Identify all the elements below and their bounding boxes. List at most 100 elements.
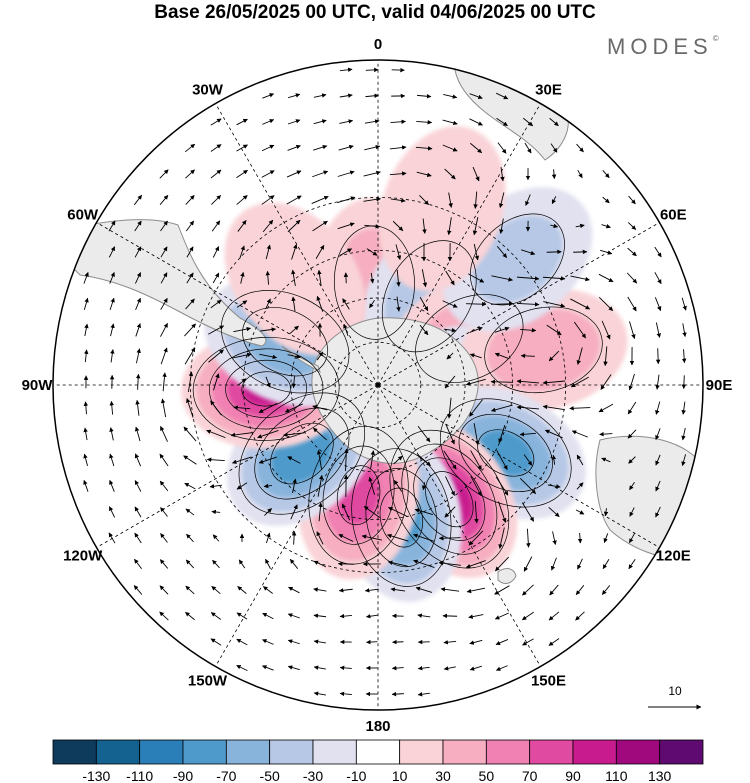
wind-vector xyxy=(343,272,349,284)
wind-vector xyxy=(438,535,461,541)
wind-vector xyxy=(291,530,297,545)
wind-vector xyxy=(109,271,115,284)
wind-vector xyxy=(239,245,245,259)
wind-vector xyxy=(341,503,350,521)
wind-vector xyxy=(495,639,509,646)
wind-vector xyxy=(160,246,168,258)
wind-vector xyxy=(291,296,296,312)
wind-vector xyxy=(681,349,687,364)
wind-vector xyxy=(109,427,114,441)
wind-vector xyxy=(210,144,222,152)
wind-vector xyxy=(287,219,301,233)
wind-vector xyxy=(211,195,221,205)
wind-vector xyxy=(526,528,531,548)
wind-vector xyxy=(339,93,353,98)
contour-line xyxy=(477,429,535,477)
contour-line xyxy=(336,465,381,526)
wind-vector xyxy=(134,220,142,232)
wind-vector xyxy=(521,502,535,522)
longitude-label: 60E xyxy=(660,207,687,224)
colorbar-label: 50 xyxy=(479,768,495,783)
longitude-labels: 0 30E 60E 90E 120E 150E 180 150W 120W 90W 60W 30W xyxy=(22,36,733,735)
meridian-line xyxy=(377,385,541,667)
wind-vector xyxy=(262,93,275,99)
wind-vector xyxy=(289,325,299,335)
wind-vector xyxy=(186,246,194,258)
wind-vector xyxy=(442,144,458,152)
wind-vector xyxy=(364,588,379,593)
copyright-mark: © xyxy=(712,34,719,43)
colorbar-swatch xyxy=(269,739,314,765)
wind-vector xyxy=(83,427,88,441)
wind-vector xyxy=(496,246,508,259)
wind-vector xyxy=(495,556,509,572)
wind-vector xyxy=(135,373,141,390)
wind-vector xyxy=(573,321,587,339)
colorbar-label: -110 xyxy=(126,768,153,783)
wind-vector xyxy=(445,423,455,445)
wind-vector xyxy=(185,298,195,310)
wind-vector xyxy=(159,169,169,179)
wind-vector xyxy=(286,170,302,178)
contour-line xyxy=(365,468,438,568)
wind-vector xyxy=(519,478,537,494)
wind-vector xyxy=(417,425,431,443)
wind-vector xyxy=(548,350,560,362)
wind-vector xyxy=(417,453,431,467)
wind-vector xyxy=(184,323,196,337)
wind-vector xyxy=(134,246,142,258)
longitude-label: 0 xyxy=(374,36,382,53)
colorbar-label: -50 xyxy=(260,768,280,783)
wind-vector xyxy=(337,170,355,177)
wind-vector xyxy=(469,118,483,126)
wind-vector xyxy=(365,93,379,98)
wind-vector xyxy=(315,244,325,259)
wind-vector xyxy=(363,170,381,177)
wind-vector xyxy=(160,272,168,284)
south-pole-marker xyxy=(375,382,381,388)
wind-vector xyxy=(265,376,271,388)
wind-vector xyxy=(366,639,378,645)
wind-vector xyxy=(525,194,531,206)
wind-vector xyxy=(413,559,435,568)
wind-vector xyxy=(570,376,589,388)
wind-vector xyxy=(83,401,89,415)
colorbar-label: -130 xyxy=(82,768,110,783)
wind-vector xyxy=(361,534,382,541)
wind-vector xyxy=(160,297,168,310)
wind-vector xyxy=(419,195,429,205)
wind-vector xyxy=(364,224,381,229)
wind-vector xyxy=(210,612,222,620)
meridian-line xyxy=(96,222,378,386)
wind-vector xyxy=(546,324,562,336)
wind-vector xyxy=(600,249,613,255)
wind-vector xyxy=(262,612,274,620)
wind-vector xyxy=(465,560,486,569)
contour-line xyxy=(322,445,395,545)
wind-vector xyxy=(237,378,247,386)
colorbar: -130 -110 -90 -70 -50 -30 -10 10 30 50 70 90 110 130 xyxy=(52,739,704,783)
wind-vector xyxy=(603,346,608,367)
colorbar-label: -70 xyxy=(216,768,236,783)
contour-line xyxy=(469,213,565,306)
wind-vector xyxy=(551,454,557,465)
wind-vector xyxy=(598,403,614,413)
wind-vector xyxy=(134,272,142,284)
wind-vector xyxy=(445,476,455,496)
wind-vector xyxy=(162,372,167,392)
wind-vector xyxy=(237,220,247,232)
wind-vector xyxy=(469,665,482,671)
wind-vector xyxy=(495,665,508,671)
wind-vector xyxy=(628,456,636,464)
wind-vector xyxy=(598,297,614,311)
wind-vector xyxy=(337,196,356,204)
wind-vector xyxy=(337,561,354,567)
wind-vector xyxy=(442,300,458,308)
colorbar-swatch xyxy=(399,739,444,765)
colorbar-swatch xyxy=(442,739,487,765)
wind-vector xyxy=(292,478,297,494)
contour-set xyxy=(415,294,524,383)
reference-vector: 10 xyxy=(648,684,702,710)
meridian-line xyxy=(377,103,541,385)
anomaly-level xyxy=(487,308,600,391)
